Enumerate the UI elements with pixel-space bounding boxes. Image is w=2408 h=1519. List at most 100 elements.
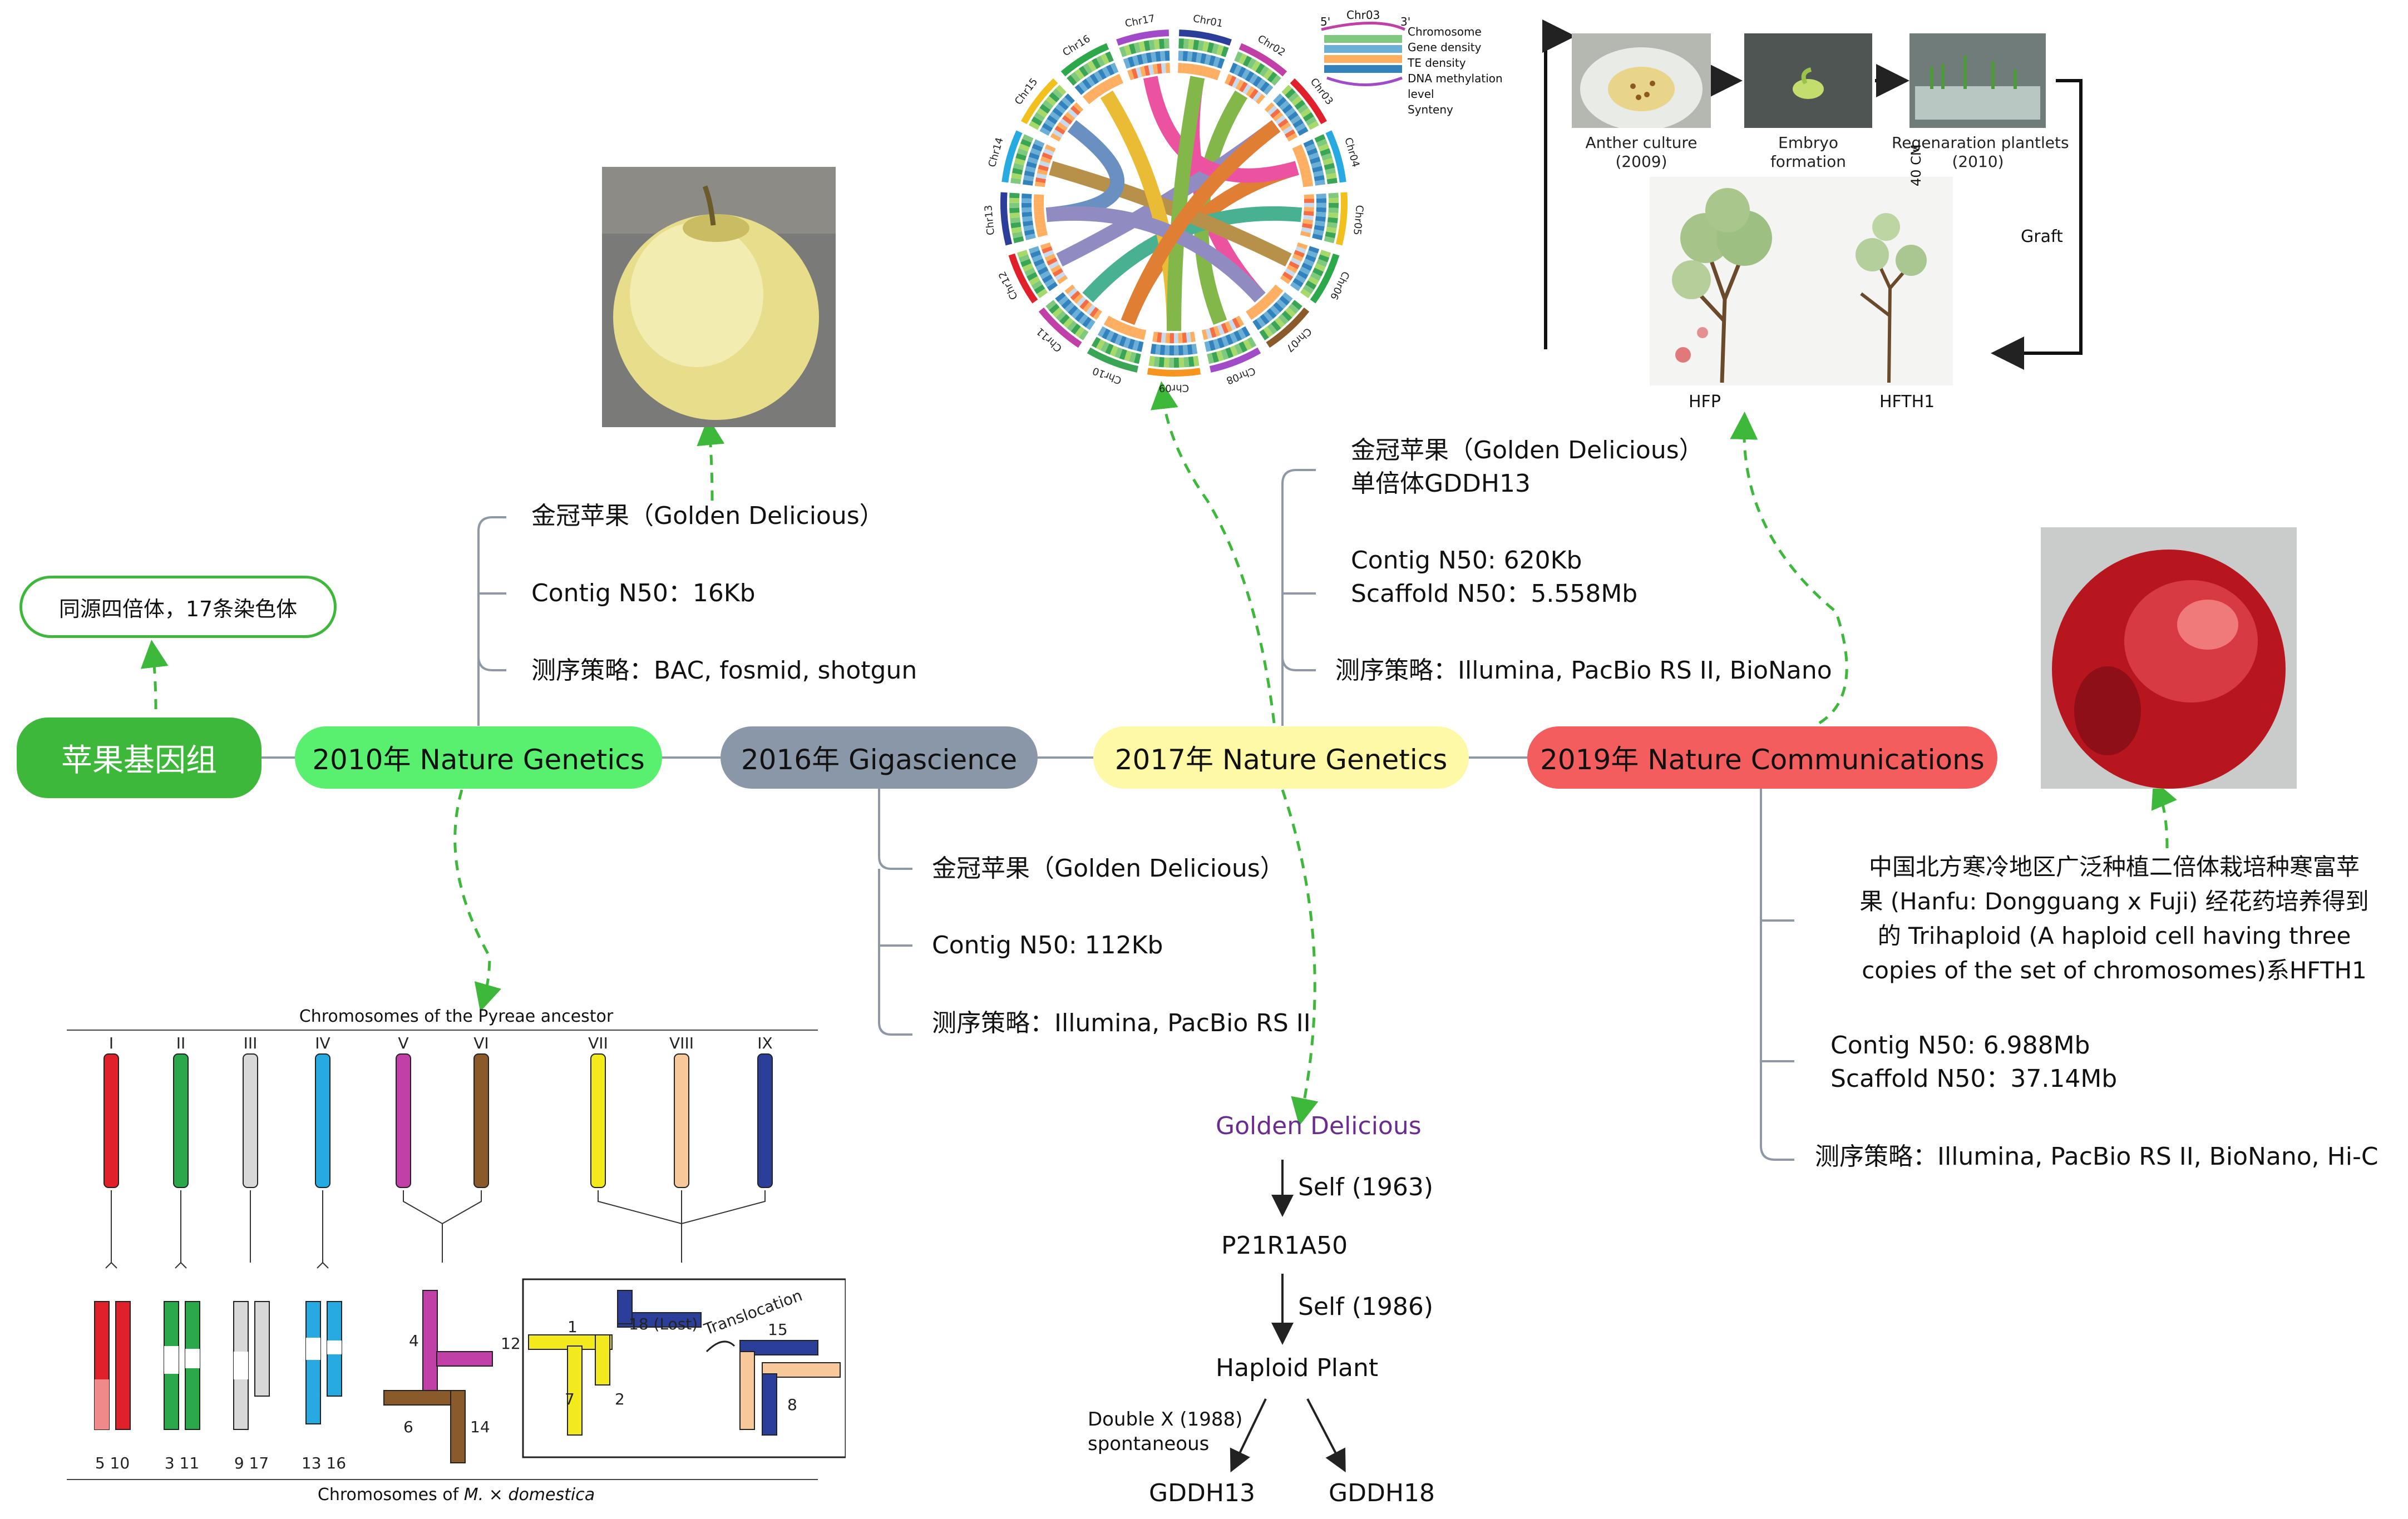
te-density-cell — [1301, 262, 1312, 271]
synteny-link — [1049, 161, 1292, 267]
te-density-cell — [1030, 147, 1042, 156]
gene-density-cell — [1009, 192, 1020, 199]
te-density-cell — [1279, 295, 1290, 306]
methylation-cell — [1034, 219, 1045, 225]
gene-density-cell — [1148, 39, 1155, 51]
root-note[interactable]: 同源四倍体，17条染色体 — [19, 576, 337, 638]
chromosome-label: Chr09 — [1159, 382, 1189, 394]
root-node[interactable]: 苹果基因组 — [17, 718, 261, 798]
chromosome-arc — [1238, 43, 1287, 77]
methylation-cell — [1302, 177, 1313, 184]
gene-density-cell — [1225, 347, 1233, 359]
te-density-cell — [1137, 341, 1144, 352]
roman-label: VIII — [669, 1034, 694, 1052]
methylation-cell — [1064, 284, 1075, 294]
gene-density-cell — [1011, 226, 1022, 234]
methylation-cell — [1082, 93, 1093, 105]
gene-density-cell — [1188, 39, 1195, 50]
pedigree-golden-delicious: Golden Delicious — [1216, 1112, 1422, 1140]
gene-density-cell — [1022, 263, 1034, 272]
te-density-cell — [1044, 118, 1055, 128]
te-density-cell — [1061, 299, 1072, 309]
gene-density-cell — [1305, 116, 1317, 126]
gene-density-cell — [1052, 307, 1063, 318]
methylation-cell — [1267, 290, 1278, 301]
detail-2019-desc-line: 的 Trihaploid (A haploid cell having thre… — [1877, 922, 2351, 949]
methylation-cell — [1039, 160, 1050, 167]
gene-density-cell — [1263, 326, 1274, 338]
methylation-cell — [1034, 199, 1044, 203]
chromosome-label: Chr10 — [1091, 364, 1123, 386]
circos-legend-graphic — [1321, 22, 1406, 86]
te-density-cell — [1123, 337, 1131, 349]
gene-density-cell — [1305, 280, 1317, 290]
te-density-cell — [1306, 250, 1318, 258]
step-line: Anther culture — [1585, 133, 1698, 152]
te-density-cell — [1200, 53, 1207, 64]
legend-3p: 3' — [1400, 15, 1411, 28]
te-density-cell — [1127, 56, 1135, 68]
gene-density-cell — [1153, 356, 1160, 367]
te-density-cell — [1178, 345, 1183, 355]
te-density-cell — [1114, 334, 1123, 345]
chromosome-label: Chr05 — [1351, 205, 1365, 236]
gene-density-cell — [1285, 307, 1296, 318]
methylation-cell — [1182, 332, 1187, 343]
te-density-cell — [1315, 211, 1326, 217]
methylation-cell — [1135, 67, 1142, 78]
methylation-cell — [1034, 207, 1044, 212]
methylation-cell — [1048, 261, 1059, 270]
gene-density-cell — [1128, 43, 1137, 55]
chromosome-label: Chr01 — [1192, 13, 1223, 30]
chromosome-label: Chr04 — [1342, 136, 1361, 169]
methylation-cell — [1228, 75, 1237, 87]
te-density-cell — [1217, 57, 1225, 69]
step-line: Regenaration plantlets — [1892, 133, 2069, 152]
methylation-cell — [1249, 306, 1259, 318]
te-density-cell — [1263, 84, 1274, 95]
chromosome-arc — [1325, 130, 1346, 183]
gene-density-cell — [1316, 259, 1328, 268]
milestone-2010[interactable]: 2010年 Nature Genetics — [295, 726, 662, 789]
methylation-cell — [1261, 296, 1272, 307]
gene-density-cell — [1067, 75, 1077, 86]
methylation-cell — [1304, 194, 1314, 199]
te-density-cell — [1316, 193, 1326, 199]
te-density-cell — [1233, 330, 1242, 342]
methylation-cell — [1252, 91, 1262, 102]
methylation-cell — [1292, 144, 1304, 152]
gene-density-cell — [1247, 337, 1257, 348]
te-density-cell — [1256, 78, 1266, 90]
methylation-cell — [1139, 66, 1146, 77]
gene-density-cell — [1031, 280, 1043, 290]
roman-label: VI — [473, 1034, 488, 1052]
methylation-cell — [1054, 125, 1065, 135]
detail-2019-scaffold: Scaffold N50：37.14Mb — [1830, 1065, 2118, 1093]
te-density-cell — [1025, 233, 1036, 241]
methylation-cell — [1111, 319, 1120, 330]
gene-density-cell — [1018, 143, 1030, 152]
chromosome-arc — [1060, 43, 1109, 77]
milestone-2017[interactable]: 2017年 Nature Genetics — [1093, 726, 1469, 789]
chromosome-arc — [1147, 368, 1201, 377]
detail-2019-desc-line: 果 (Hanfu: Dongguang x Fuji) 经花药培养得到 — [1859, 888, 2369, 915]
te-density-cell — [1196, 52, 1202, 63]
methylation-cell — [1062, 115, 1073, 125]
te-density-cell — [1052, 107, 1063, 117]
chromosome-label: Chr08 — [1225, 364, 1257, 386]
gene-density-cell — [1274, 317, 1285, 328]
detail-2010-variety: 金冠苹果（Golden Delicious） — [531, 502, 884, 530]
legend-items: Chromosome Gene density TE density DNA m… — [1408, 24, 1527, 117]
te-density-cell — [1217, 337, 1225, 349]
chromosome-arc — [1209, 347, 1261, 373]
golden-delicious-apple-photo — [602, 167, 836, 427]
legend-item: Gene density — [1408, 41, 1482, 54]
milestone-2019[interactable]: 2019年 Nature Communications — [1527, 726, 1997, 789]
milestone-2016[interactable]: 2016年 Gigascience — [721, 726, 1038, 789]
gene-density-cell — [1009, 212, 1020, 219]
gene-density-cell — [1267, 323, 1277, 335]
te-density-cell — [1047, 115, 1058, 125]
gene-density-cell — [1251, 60, 1261, 72]
gene-density-cell — [1216, 44, 1224, 56]
methylation-cell — [1202, 66, 1208, 77]
